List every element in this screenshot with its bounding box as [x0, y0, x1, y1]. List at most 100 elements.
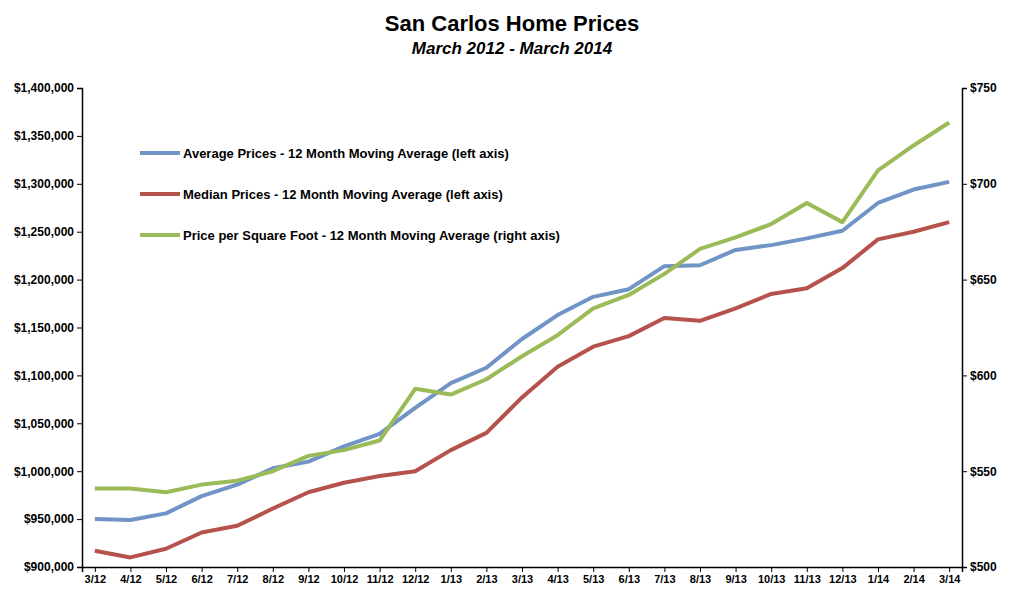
legend: Average Prices - 12 Month Moving Average… [140, 146, 560, 243]
x-tick-mark [736, 567, 737, 572]
series-line [95, 182, 949, 520]
y-tick-mark [77, 232, 82, 233]
chart-title: San Carlos Home Prices [385, 11, 639, 36]
x-tick-label: 1/13 [441, 573, 462, 585]
x-tick-label: 9/13 [725, 573, 746, 585]
y2-tick-mark [962, 88, 967, 89]
x-tick-mark [522, 567, 523, 572]
y-tick: $1,050,000 [14, 417, 82, 431]
x-tick-mark [95, 567, 96, 572]
x-tick-label: 5/12 [156, 573, 177, 585]
y-tick-mark [77, 567, 82, 568]
x-tick-label: 7/13 [654, 573, 675, 585]
y-tick-label: $900,000 [24, 560, 74, 574]
x-axis: 3/124/125/126/127/128/129/1210/1211/1212… [83, 567, 963, 585]
y-tick-label: $1,250,000 [14, 225, 74, 239]
x-tick: 12/12 [402, 567, 430, 585]
x-tick-mark [593, 567, 594, 572]
x-tick-mark [629, 567, 630, 572]
legend-label: Median Prices - 12 Month Moving Average … [183, 187, 503, 202]
x-tick: 10/12 [331, 567, 359, 585]
x-tick: 4/12 [120, 567, 141, 585]
x-tick: 6/12 [191, 567, 212, 585]
y-tick-label: $1,400,000 [14, 81, 74, 95]
y2-axis-line [963, 89, 968, 568]
y2-tick-label: $650 [970, 273, 997, 287]
y-axis-line [77, 89, 83, 568]
y2-tick-mark [962, 375, 967, 376]
x-tick-label: 12/12 [402, 573, 430, 585]
y-tick: $1,300,000 [14, 177, 82, 191]
y-tick-label: $1,200,000 [14, 273, 74, 287]
x-tick: 5/12 [156, 567, 177, 585]
x-tick: 3/14 [939, 567, 961, 585]
x-tick-label: 1/14 [868, 573, 890, 585]
y-tick-mark [77, 136, 82, 137]
x-tick-mark [130, 567, 131, 572]
y2-tick-mark [962, 184, 967, 185]
x-tick-label: 3/12 [85, 573, 106, 585]
y2-tick: $750 [962, 81, 997, 95]
y-tick-label: $1,350,000 [14, 129, 74, 143]
x-tick-label: 10/13 [758, 573, 786, 585]
legend-label: Price per Square Foot - 12 Month Moving … [183, 228, 560, 243]
y-tick-mark [77, 471, 82, 472]
chart-subtitle: March 2012 - March 2014 [412, 39, 613, 58]
y2-tick-mark [962, 471, 967, 472]
x-tick-mark [451, 567, 452, 572]
y2-tick-label: $700 [970, 177, 997, 191]
legend-swatch [140, 233, 180, 237]
x-tick-label: 11/12 [367, 573, 394, 585]
y-tick-mark [77, 328, 82, 329]
series-line [95, 222, 949, 557]
x-tick: 1/14 [868, 567, 890, 585]
x-tick-mark [202, 567, 203, 572]
x-tick-label: 8/13 [690, 573, 711, 585]
x-tick: 7/12 [227, 567, 248, 585]
x-tick-mark [415, 567, 416, 572]
y2-tick: $700 [962, 177, 997, 191]
y-tick-mark [77, 519, 82, 520]
x-tick-mark [949, 567, 950, 572]
y-tick-label: $1,050,000 [14, 417, 74, 431]
y-axis: $900,000$950,000$1,000,000$1,050,000$1,1… [14, 81, 83, 574]
y-tick-label: $1,100,000 [14, 369, 74, 383]
y-tick: $1,250,000 [14, 225, 82, 239]
x-tick: 11/12 [367, 567, 394, 585]
x-tick: 6/13 [619, 567, 640, 585]
x-tick-mark [842, 567, 843, 572]
series-line [95, 122, 949, 492]
chart-container: San Carlos Home Prices March 2012 - March… [0, 0, 1024, 602]
x-tick-mark [273, 567, 274, 572]
y2-axis: $500$550$600$650$700$750 [962, 81, 997, 574]
x-tick-mark [486, 567, 487, 572]
x-tick-label: 7/12 [227, 573, 248, 585]
x-tick-label: 4/12 [120, 573, 141, 585]
plot-area [95, 122, 949, 557]
y-tick: $1,350,000 [14, 129, 82, 143]
x-tick: 5/13 [583, 567, 604, 585]
x-tick: 9/12 [298, 567, 319, 585]
x-tick: 4/13 [547, 567, 568, 585]
y2-tick: $500 [962, 560, 997, 574]
y2-tick-mark [962, 280, 967, 281]
x-tick-mark [344, 567, 345, 572]
x-tick-label: 3/13 [512, 573, 533, 585]
x-tick-mark [380, 567, 381, 572]
x-tick-label: 3/14 [939, 573, 961, 585]
x-tick: 12/13 [829, 567, 857, 585]
legend-swatch [140, 151, 180, 155]
y2-tick-label: $750 [970, 81, 997, 95]
y-tick-label: $1,000,000 [14, 465, 74, 479]
x-tick: 2/13 [476, 567, 497, 585]
x-tick: 3/12 [85, 567, 106, 585]
x-tick-label: 4/13 [547, 573, 568, 585]
x-tick-mark [700, 567, 701, 572]
x-tick-mark [237, 567, 238, 572]
x-tick-label: 10/12 [331, 573, 359, 585]
x-tick-label: 12/13 [829, 573, 857, 585]
x-tick-label: 2/14 [903, 573, 925, 585]
x-tick: 3/13 [512, 567, 533, 585]
y-tick: $1,200,000 [14, 273, 82, 287]
x-tick-label: 6/12 [191, 573, 212, 585]
